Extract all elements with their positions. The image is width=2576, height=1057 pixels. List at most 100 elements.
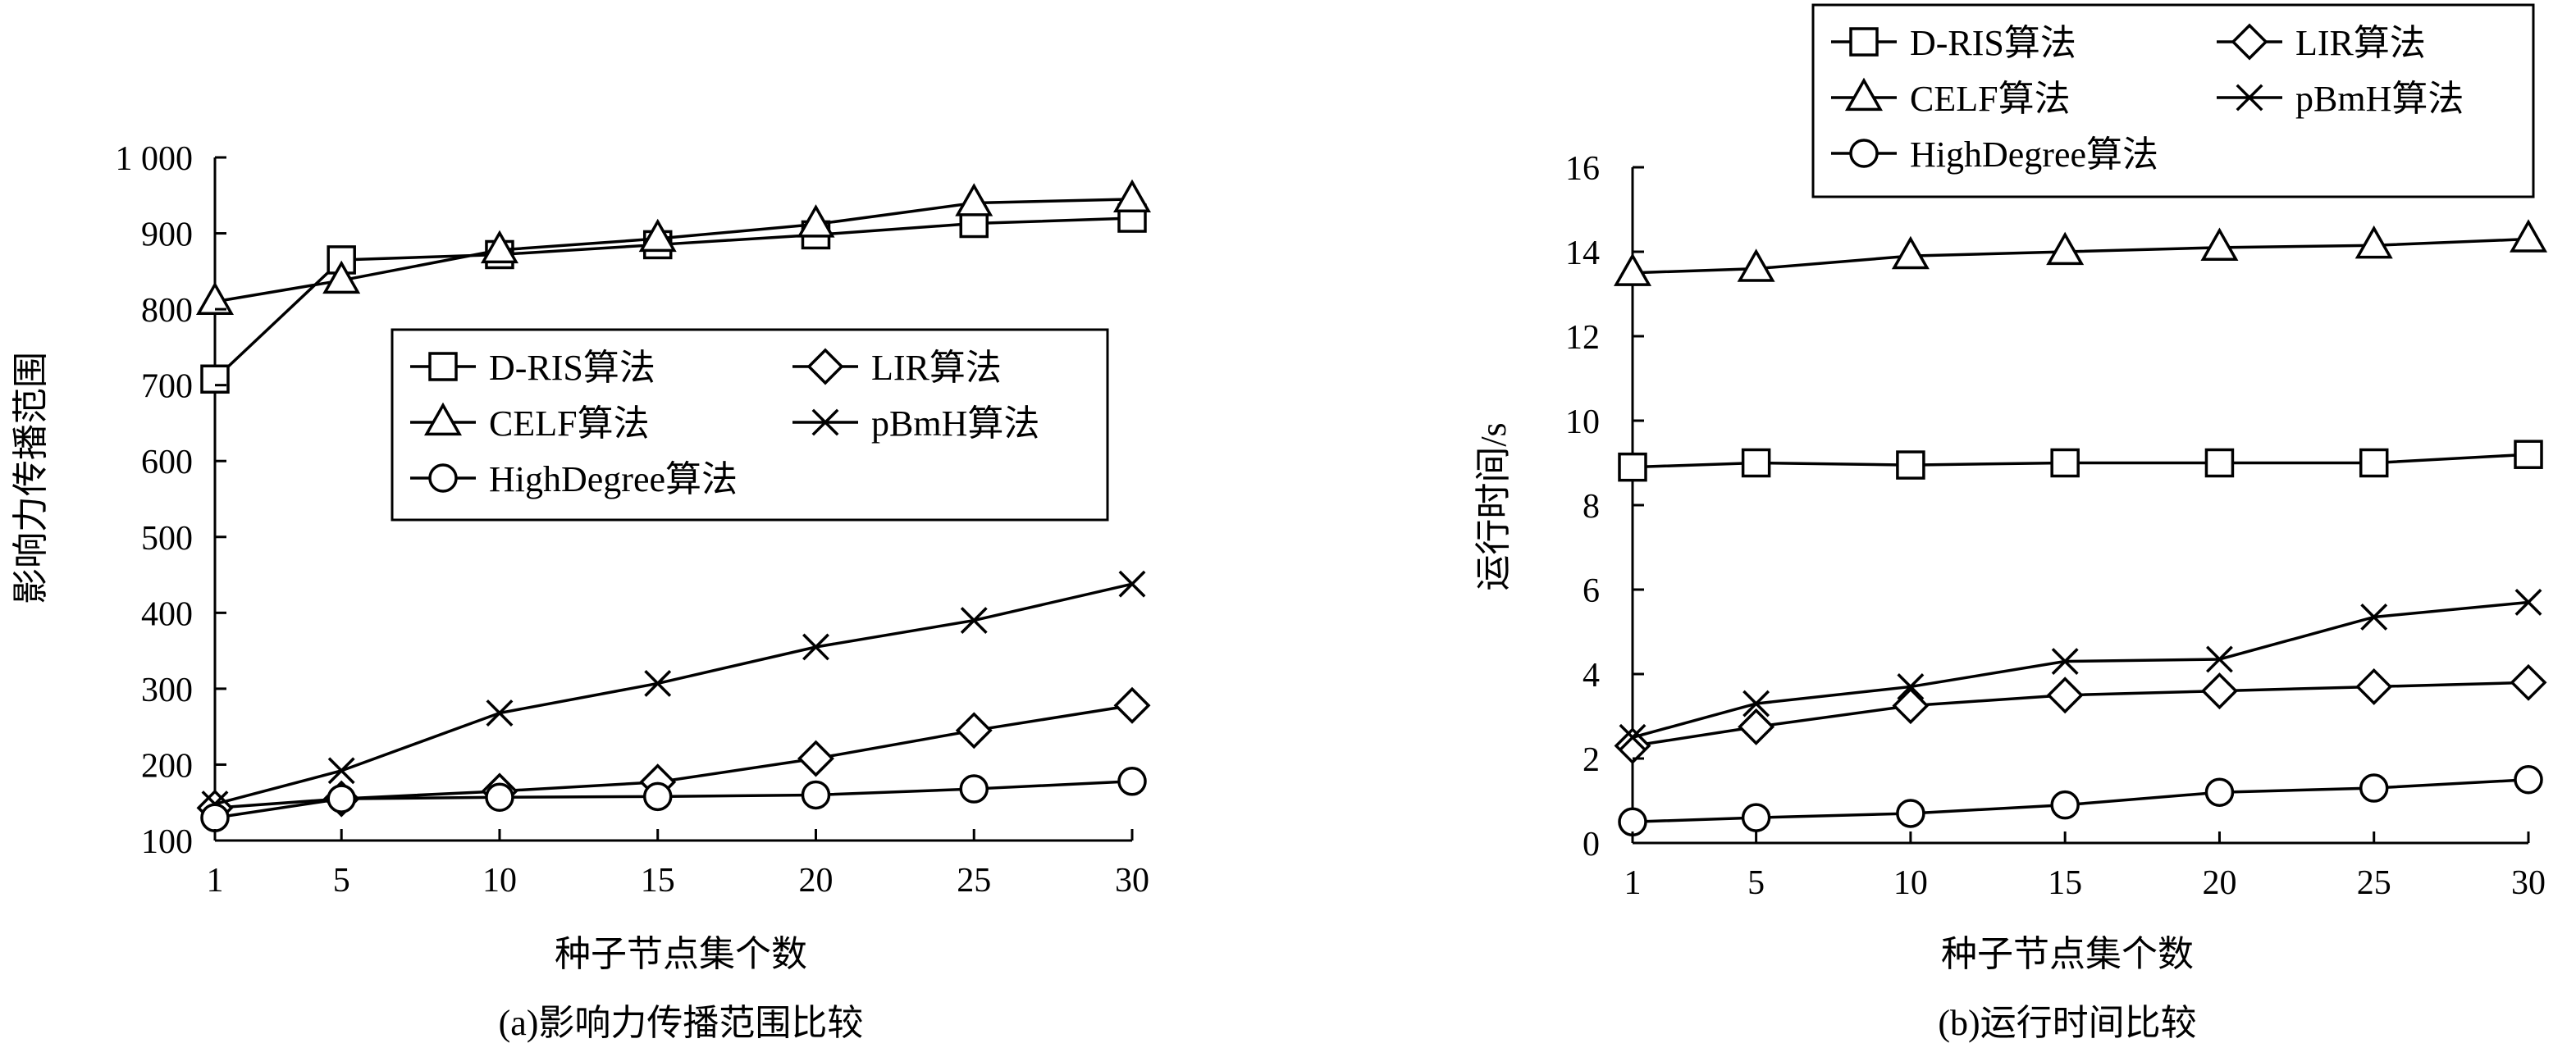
chart-b-legend-label: CELF算法 bbox=[1910, 79, 2071, 119]
chart-a-data-point bbox=[195, 281, 235, 316]
chart-b-data-point bbox=[2204, 777, 2235, 807]
chart-a-xtick-label: 30 bbox=[1115, 862, 1149, 900]
chart-b-legend-item: pBmH算法 bbox=[2217, 79, 2464, 119]
chart-a-data-point bbox=[485, 782, 514, 812]
chart-b-legend-item: LIR算法 bbox=[2217, 23, 2426, 63]
chart-a-data-point bbox=[955, 712, 993, 749]
chart-b-data-point bbox=[1742, 690, 1770, 718]
chart-b-ytick-label: 0 bbox=[1583, 826, 1600, 863]
chart-a-series-triangle bbox=[195, 179, 1152, 316]
chart-b-xtick-label: 5 bbox=[1747, 864, 1765, 902]
chart-b-ylabel: 运行时间/s bbox=[1473, 422, 1514, 590]
chart-a-legend-label: CELF算法 bbox=[489, 403, 650, 444]
chart-b-ytick-label: 10 bbox=[1565, 403, 1600, 441]
chart-a-legend-label: HighDegree算法 bbox=[489, 459, 738, 499]
chart-a-xtick-label: 1 bbox=[207, 862, 224, 900]
chart-b-legend-marker bbox=[2236, 84, 2263, 112]
chart-a-data-point bbox=[802, 633, 829, 661]
chart-b-legend-label: D-RIS算法 bbox=[1910, 23, 2076, 63]
chart-b-legend-item: D-RIS算法 bbox=[1831, 23, 2076, 63]
chart-b-xtick-label: 15 bbox=[2048, 864, 2082, 902]
chart-b-xtick-label: 25 bbox=[2357, 864, 2391, 902]
chart-a-data-point bbox=[200, 364, 230, 394]
chart-b-series-circle bbox=[1618, 765, 2543, 836]
chart-a-legend-item: LIR算法 bbox=[792, 348, 1002, 388]
chart-b-data-point bbox=[1737, 248, 1775, 282]
chart-b-data-point bbox=[2204, 448, 2235, 478]
chart-a-xtick-label: 20 bbox=[798, 862, 833, 900]
chart-b-data-point bbox=[2509, 219, 2548, 253]
chart-a-series-line bbox=[214, 582, 1133, 806]
chart-a-series bbox=[195, 179, 1152, 832]
chart-a-legend-label: D-RIS算法 bbox=[489, 348, 655, 388]
chart-b-series-x bbox=[1619, 589, 2542, 751]
chart-b-legend-item: HighDegree算法 bbox=[1831, 134, 2158, 175]
chart-b-xtick-label: 1 bbox=[1624, 864, 1642, 902]
chart-a-axes bbox=[213, 157, 1132, 842]
chart-b-ytick-label: 2 bbox=[1583, 741, 1600, 779]
chart-a-ytick-label: 700 bbox=[141, 368, 193, 406]
chart-b-legend-box bbox=[1811, 3, 2535, 198]
chart-b-data-point bbox=[2359, 773, 2389, 803]
chart-b-data-point bbox=[2355, 667, 2393, 705]
chart-a-data-point bbox=[644, 669, 672, 697]
chart-a-ytick-label: 1 000 bbox=[116, 140, 194, 178]
chart-b-legend-label: pBmH算法 bbox=[2295, 79, 2464, 119]
chart-b-data-point bbox=[2051, 648, 2079, 675]
chart-a-data-point bbox=[1117, 767, 1147, 796]
chart-a-ylabel: 影响力传播范围 bbox=[11, 352, 51, 604]
chart-b-data-point bbox=[1891, 235, 1930, 270]
chart-b-data-point bbox=[1741, 448, 1771, 478]
chart-a-data-point bbox=[480, 230, 518, 264]
chart-b-ytick-label: 4 bbox=[1583, 657, 1600, 695]
chart-a-ytick-label: 100 bbox=[141, 823, 193, 861]
chart-a-data-point bbox=[960, 607, 988, 635]
chart-b-xlabel: 种子节点集个数 bbox=[1941, 934, 2194, 974]
chart-a-legend-marker bbox=[428, 352, 458, 381]
chart-b-data-point bbox=[1618, 452, 1647, 482]
chart-b-caption: (b)运行时间比较 bbox=[1938, 1003, 2196, 1043]
chart-b-data-point bbox=[2514, 765, 2543, 795]
chart-b-series-diamond bbox=[1614, 663, 2547, 765]
chart-b-data-point bbox=[1613, 253, 1652, 286]
chart-b-data-point bbox=[1618, 807, 1647, 836]
chart-a-data-point bbox=[327, 757, 355, 785]
chart-a-ytick-label: 800 bbox=[141, 292, 193, 330]
chart-b-ytick-label: 6 bbox=[1583, 572, 1600, 610]
chart-a-legend-marker bbox=[423, 402, 463, 436]
chart-b-ytick-label: 8 bbox=[1583, 488, 1600, 526]
chart-a-ytick-label: 400 bbox=[141, 595, 193, 633]
chart-b-data-point bbox=[2354, 225, 2393, 259]
chart-b-data-point bbox=[1896, 450, 1925, 480]
chart-b-ytick-label: 16 bbox=[1565, 150, 1600, 188]
chart-a-data-point bbox=[1118, 570, 1146, 598]
chart-a-legend-item: D-RIS算法 bbox=[410, 348, 655, 388]
chart-b-legend-label: LIR算法 bbox=[2295, 23, 2426, 63]
chart-a-caption: (a)影响力传播范围比较 bbox=[499, 1003, 864, 1043]
chart-a-xtick-label: 15 bbox=[641, 862, 675, 900]
chart-b-data-point bbox=[2046, 677, 2084, 714]
chart-a-xtick-label: 25 bbox=[957, 862, 991, 900]
chart-a-data-point bbox=[959, 774, 989, 804]
chart-b-data-point bbox=[2200, 227, 2239, 261]
chart-b-data-point bbox=[1897, 673, 1925, 700]
chart-a-legend-box bbox=[391, 328, 1109, 522]
chart-a-ytick-label: 300 bbox=[141, 672, 193, 709]
chart-a-legend-item: pBmH算法 bbox=[792, 403, 1039, 444]
chart-a-ytick-label: 600 bbox=[141, 444, 193, 481]
chart-b-data-point bbox=[2046, 231, 2085, 266]
chart-a-ytick-label: 200 bbox=[141, 747, 193, 785]
chart-a-legend-marker bbox=[806, 348, 844, 385]
chart-a-legend-marker bbox=[428, 463, 458, 493]
chart-b-data-point bbox=[1741, 803, 1771, 832]
chart-a-data-point bbox=[200, 803, 230, 832]
chart-a-ytick-label: 900 bbox=[141, 216, 193, 254]
chart-a-xlabel: 种子节点集个数 bbox=[555, 934, 807, 974]
chart-a-series-x bbox=[201, 570, 1146, 818]
chart-b-data-point bbox=[2514, 440, 2543, 469]
chart-a-data-point bbox=[1113, 686, 1151, 724]
